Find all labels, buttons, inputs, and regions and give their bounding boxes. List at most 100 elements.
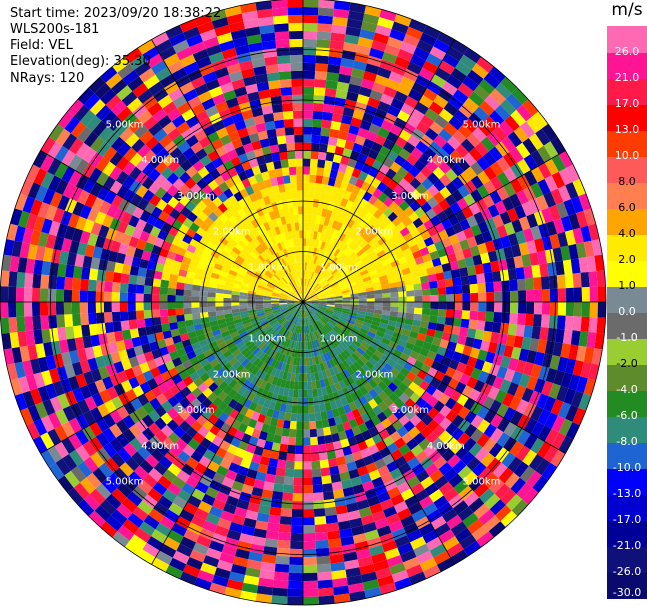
velocity-gate [95,235,106,249]
velocity-gate [196,56,212,69]
velocity-gate [224,338,234,346]
velocity-gate [76,242,88,256]
velocity-gate [298,214,303,223]
velocity-gate [523,433,538,450]
velocity-gate [443,324,453,334]
velocity-gate [191,171,203,184]
velocity-gate [270,177,279,187]
velocity-gate [296,333,300,342]
velocity-gate [149,194,162,207]
velocity-gate [131,227,143,240]
velocity-gate [246,352,255,362]
velocity-gate [313,255,318,265]
velocity-gate [274,351,281,361]
colorbar-tick-label: 0.0 [618,305,636,318]
velocity-gate [366,265,376,273]
velocity-gate [322,335,330,344]
velocity-gate [374,232,384,242]
velocity-gate [145,325,155,336]
velocity-gate [24,272,34,288]
velocity-gate [544,158,559,176]
velocity-gate [403,557,420,570]
velocity-gate [501,280,510,292]
velocity-gate [292,493,303,502]
velocity-gate [350,117,363,128]
velocity-gate [27,344,38,360]
velocity-gate [437,346,448,357]
velocity-gate [202,71,218,84]
velocity-gate [326,300,335,302]
velocity-gate [281,95,293,104]
velocity-gate [199,307,208,313]
velocity-gate [199,312,209,319]
velocity-gate [522,138,538,155]
velocity-gate [320,127,331,137]
velocity-gate [95,156,110,172]
velocity-gate [163,53,180,68]
velocity-gate [377,326,387,334]
velocity-gate [285,312,292,319]
velocity-gate [553,218,565,234]
velocity-gate [199,372,210,383]
velocity-gate [509,441,524,457]
velocity-gate [105,493,122,510]
velocity-gate [263,153,274,164]
velocity-gate [271,376,279,386]
velocity-gate [303,302,309,308]
velocity-gate [414,302,423,309]
velocity-gate [426,266,436,276]
velocity-gate [199,291,208,297]
velocity-gate [320,268,327,277]
velocity-gate [185,115,200,129]
velocity-gate [472,254,483,266]
velocity-gate [509,193,522,208]
velocity-gate [436,210,448,223]
velocity-gate [420,426,433,439]
velocity-gate [363,201,374,212]
velocity-gate [420,456,434,470]
velocity-gate [223,503,237,515]
velocity-gate [338,252,346,261]
velocity-gate [473,503,490,519]
velocity-gate [319,362,326,372]
velocity-gate [474,447,489,463]
velocity-gate [293,341,297,350]
velocity-gate [284,275,290,283]
velocity-gate [273,287,282,293]
velocity-gate [137,446,151,460]
velocity-gate [309,421,317,430]
velocity-gate [308,307,315,314]
velocity-gate [124,540,143,557]
velocity-gate [254,421,264,431]
velocity-gate [272,309,281,314]
velocity-gate [311,263,316,272]
velocity-gate [226,277,235,284]
velocity-gate [274,402,282,412]
velocity-gate [316,330,322,339]
velocity-gate [429,287,439,296]
velocity-gate [359,355,369,364]
velocity-gate [212,407,224,419]
velocity-gate [254,325,263,333]
velocity-gate [279,305,288,309]
velocity-gate [401,160,414,172]
velocity-gate [487,386,500,400]
velocity-gate [331,374,339,384]
velocity-gate [303,7,319,16]
velocity-gate [252,394,261,404]
velocity-gate [309,230,315,239]
velocity-gate [257,243,266,253]
velocity-gate [403,34,420,47]
velocity-gate [186,34,203,47]
velocity-gate [119,302,128,312]
velocity-gate [40,432,55,450]
velocity-gate [355,319,364,325]
velocity-gate [167,60,184,75]
velocity-gate [293,469,303,478]
velocity-gate [236,272,245,280]
velocity-gate [262,273,271,281]
velocity-gate [300,341,303,350]
velocity-gate [96,447,111,463]
velocity-gate [260,32,276,43]
velocity-gate [353,233,362,243]
